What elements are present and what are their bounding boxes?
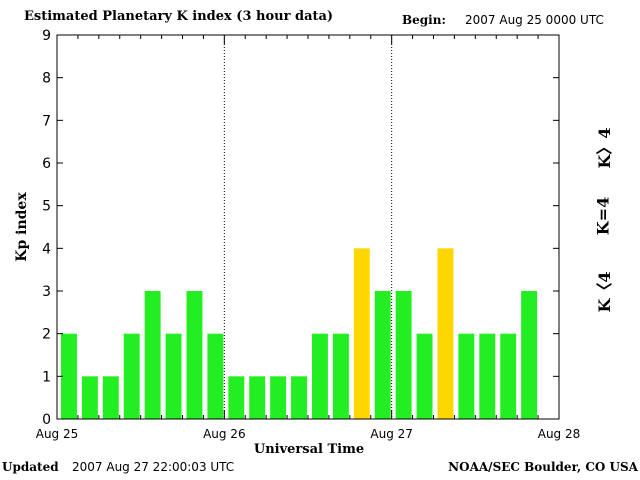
kp-bar <box>102 376 119 419</box>
y-tick-label: 4 <box>42 241 51 257</box>
legend-k-equals-4: K=4 <box>593 196 613 236</box>
kp-bar <box>186 291 203 419</box>
kp-bar <box>416 333 433 419</box>
credit-line: NOAA/SEC Boulder, CO USA <box>448 460 638 474</box>
x-tick-label: Aug 27 <box>370 427 413 441</box>
kp-bar <box>165 333 182 419</box>
kp-bar <box>353 248 370 419</box>
day-dividers <box>223 35 393 419</box>
kp-bar <box>81 376 98 419</box>
kp-bar <box>312 333 328 419</box>
kp-bar <box>437 248 454 419</box>
kp-bar <box>123 333 140 419</box>
kp-bar <box>291 376 307 419</box>
begin-value: 2007 Aug 25 0000 UTC <box>465 13 604 27</box>
legend-k-greater-than-4: K〉4 <box>595 127 614 169</box>
updated-label: Updated <box>2 460 59 474</box>
kp-bar <box>395 291 412 419</box>
kp-bar <box>270 376 287 419</box>
kp-bar <box>479 333 496 419</box>
chart-title: Estimated Planetary K index (3 hour data… <box>24 9 334 24</box>
x-tick-label: Aug 28 <box>538 427 581 441</box>
y-tick-label: 2 <box>42 327 51 343</box>
kp-bar <box>458 333 475 419</box>
kp-bar <box>207 333 224 419</box>
kp-bar <box>332 333 349 419</box>
y-tick-label: 6 <box>42 156 51 172</box>
bars-group <box>61 248 538 419</box>
x-tick-label: Aug 26 <box>203 427 246 441</box>
x-axis-label: Universal Time <box>254 442 364 457</box>
kp-bar <box>500 333 517 419</box>
y-axis: 0 1 2 3 4 5 6 7 8 9 <box>42 28 559 428</box>
begin-label: Begin: <box>402 13 446 27</box>
y-axis-label: Kp index <box>14 192 30 262</box>
updated-value: 2007 Aug 27 22:00:03 UTC <box>72 460 235 474</box>
x-axis: Aug 25 Aug 26 Aug 27 Aug 28 <box>36 35 581 441</box>
y-tick-label: 0 <box>42 412 51 428</box>
kp-bar <box>521 291 538 419</box>
x-tick-label: Aug 25 <box>36 427 79 441</box>
legend-k-less-than-4: K〈4 <box>595 271 614 313</box>
y-tick-label: 8 <box>42 71 51 87</box>
y-tick-label: 7 <box>42 113 51 129</box>
kp-bar <box>249 376 266 419</box>
y-tick-label: 1 <box>42 369 51 385</box>
y-tick-label: 9 <box>42 28 51 44</box>
kp-bar <box>144 291 161 419</box>
kp-bar <box>228 376 245 419</box>
kp-bar <box>61 333 77 419</box>
kp-bar <box>374 291 391 419</box>
y-tick-label: 3 <box>42 284 51 300</box>
y-tick-label: 5 <box>42 199 51 215</box>
